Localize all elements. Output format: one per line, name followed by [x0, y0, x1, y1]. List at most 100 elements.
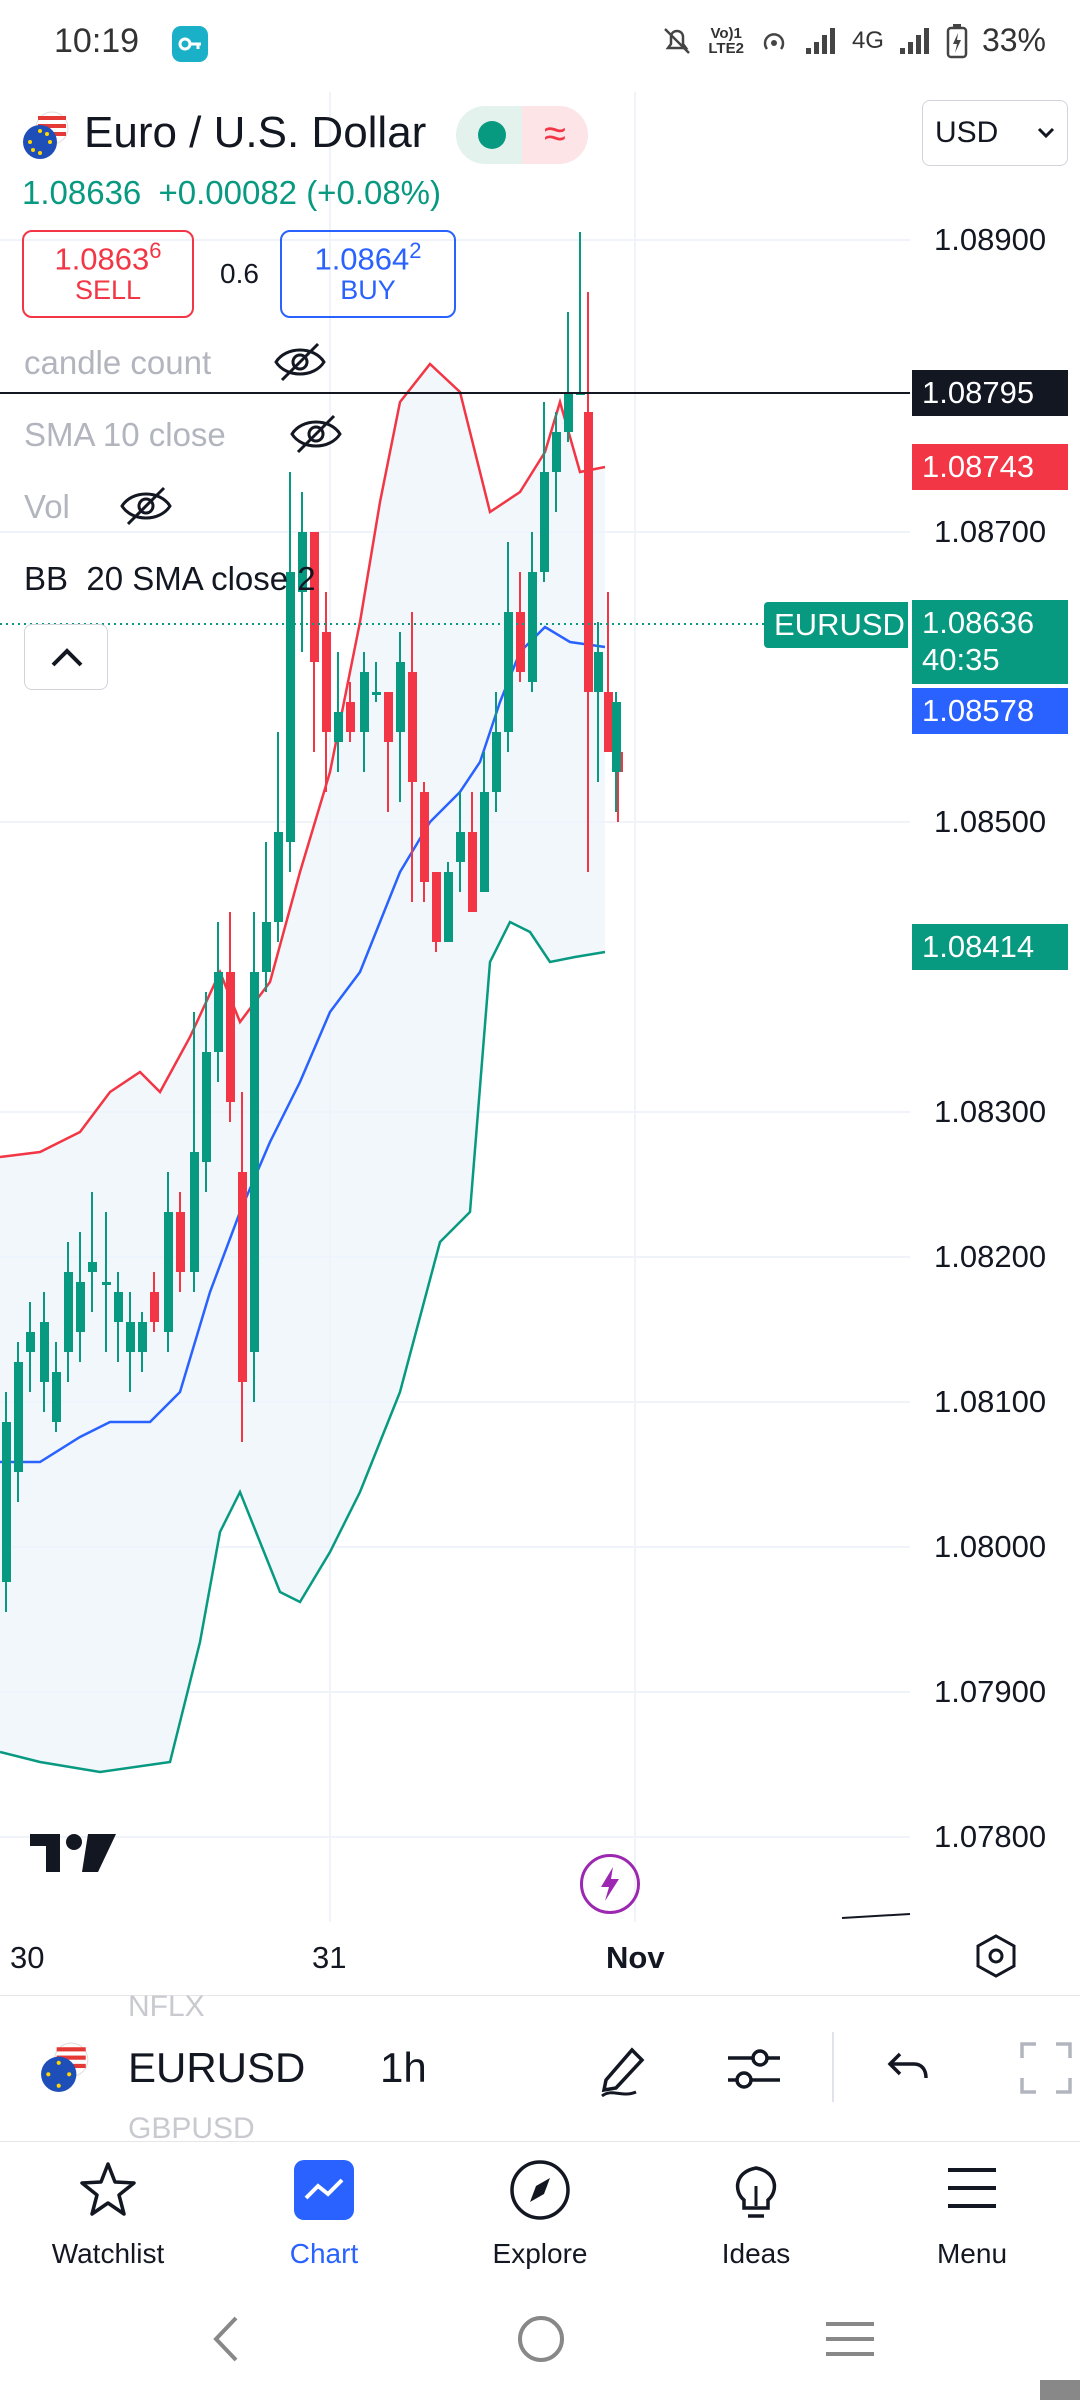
last-price: 1.08636: [22, 174, 142, 211]
delayed-data-icon: ≈: [522, 106, 588, 164]
price-tick: 1.08000: [934, 1529, 1047, 1564]
spread-value: 0.6: [220, 258, 259, 289]
candle-body: [396, 662, 405, 732]
candle-body: [286, 572, 295, 842]
nav-ideas[interactable]: Ideas: [666, 2142, 846, 2282]
price-tick: 1.08900: [934, 222, 1047, 257]
price-change: +0.00082 (+0.08%): [158, 174, 442, 211]
eye-off-icon[interactable]: [118, 484, 174, 533]
last-price-value: 1.08636: [922, 605, 1035, 640]
candle-body: [64, 1272, 73, 1352]
collapse-indicators-button[interactable]: [24, 624, 108, 690]
candle-body: [384, 692, 393, 742]
currency-value: USD: [935, 116, 999, 149]
eurusd-flag-icon: [22, 110, 72, 160]
indicator-candle-count[interactable]: candle count: [24, 344, 212, 381]
candle-body: [274, 832, 283, 922]
bottom-toolbar: NFLX GBPUSD EURUSD 1h: [0, 1990, 1080, 2145]
candle-body: [432, 872, 441, 942]
currency-select[interactable]: USD: [922, 100, 1068, 166]
candle-body: [40, 1322, 49, 1382]
candle-body: [76, 1282, 85, 1332]
lightning-icon[interactable]: [580, 1854, 640, 1914]
buy-button[interactable]: 1.08642 BUY: [280, 230, 456, 318]
nav-explore[interactable]: Explore: [450, 2142, 630, 2282]
nav-menu[interactable]: Menu: [882, 2142, 1062, 2282]
candle-body: [468, 832, 477, 912]
candle-body: [164, 1212, 173, 1332]
bb-lower-line: [0, 920, 606, 1774]
price-tick: 1.07800: [934, 1819, 1047, 1854]
eurusd-flag-icon: [40, 2041, 92, 2093]
candle-body: [408, 672, 417, 782]
eye-off-icon[interactable]: [272, 340, 328, 389]
candle-body: [612, 702, 621, 772]
hotspot-icon: [763, 32, 785, 50]
back-icon[interactable]: [206, 2312, 246, 2366]
fullscreen-icon[interactable]: [1018, 2040, 1074, 2101]
compass-icon: [510, 2160, 570, 2220]
chart-settings-icon[interactable]: [972, 1932, 1020, 1985]
hamburger-icon: [948, 2168, 996, 2208]
candle-body: [334, 712, 343, 742]
battery-percent: 33%: [981, 22, 1046, 58]
price-chart[interactable]: [0, 92, 1080, 1992]
nav-chart[interactable]: Chart: [234, 2142, 414, 2282]
sell-button[interactable]: 1.08636 SELL: [22, 230, 194, 318]
bb-basis-line: [0, 625, 606, 1464]
home-icon[interactable]: [514, 2312, 568, 2366]
chevron-down-icon: [1037, 127, 1055, 139]
undo-icon[interactable]: [878, 2038, 938, 2103]
indicators-icon[interactable]: [722, 2036, 786, 2105]
symbol-selector[interactable]: EURUSD: [128, 2044, 306, 2091]
candle-body: [114, 1292, 123, 1322]
candle-body: [250, 972, 259, 1352]
candle-body: [594, 652, 603, 692]
symbol-title[interactable]: Euro / U.S. Dollar: [84, 108, 427, 157]
time-tick: 31: [312, 1940, 347, 1975]
toolbar-divider: [832, 2032, 834, 2102]
network-type: 4G: [851, 26, 884, 54]
nav-label: Watchlist: [51, 2238, 165, 2269]
symbol-tag: EURUSD: [764, 602, 908, 648]
candle-body: [52, 1372, 61, 1422]
candle-body: [190, 1152, 199, 1272]
chart-icon: [294, 2160, 354, 2220]
price-tick: 1.08700: [934, 514, 1047, 549]
signal-icon-2: [899, 27, 929, 54]
battery-charging-icon: [946, 23, 968, 58]
candle-body: [226, 972, 235, 1102]
indicator-bb[interactable]: BB 20 SMA close 2: [24, 560, 316, 597]
corner-handle: [1040, 2380, 1080, 2400]
quote-line: 1.08636 +0.00082 (+0.08%): [22, 174, 441, 212]
nav-watchlist[interactable]: Watchlist: [18, 2142, 198, 2282]
time-tick: Nov: [606, 1940, 665, 1975]
system-navigation-bar: [0, 2282, 1080, 2400]
indicator-vol[interactable]: Vol: [24, 488, 70, 525]
last-price-tag: 1.08636 40:35: [912, 600, 1068, 684]
candle-body: [552, 432, 561, 472]
drawing-tool-icon[interactable]: [592, 2036, 656, 2105]
peek-symbol-above: NFLX: [128, 1990, 205, 2023]
chart-area[interactable]: 1.08900 1.08700 1.08500 1.08300 1.08200 …: [0, 92, 1080, 1992]
candle-body: [26, 1332, 35, 1352]
price-tick: 1.08200: [934, 1239, 1047, 1274]
interval-selector[interactable]: 1h: [380, 2044, 427, 2091]
eye-off-icon[interactable]: [288, 412, 344, 461]
candle-body: [420, 792, 429, 882]
market-status-pill[interactable]: ≈: [456, 106, 588, 164]
indicator-sma[interactable]: SMA 10 close: [24, 416, 226, 453]
candle-body: [14, 1362, 23, 1472]
candle-body: [492, 732, 501, 792]
nav-label: Menu: [936, 2238, 1008, 2269]
recents-icon[interactable]: [824, 2318, 876, 2360]
lte-indicator: Vo)1 LTE2: [708, 24, 744, 57]
candle-body: [604, 692, 613, 752]
candle-body: [346, 702, 355, 732]
bb-basis-tag: 1.08578: [912, 688, 1068, 734]
price-tick: 1.08300: [934, 1094, 1047, 1129]
candle-body: [456, 832, 465, 862]
chevron-up-icon: [51, 648, 83, 667]
candle-body: [298, 532, 307, 592]
nav-label: Explore: [492, 2238, 588, 2269]
